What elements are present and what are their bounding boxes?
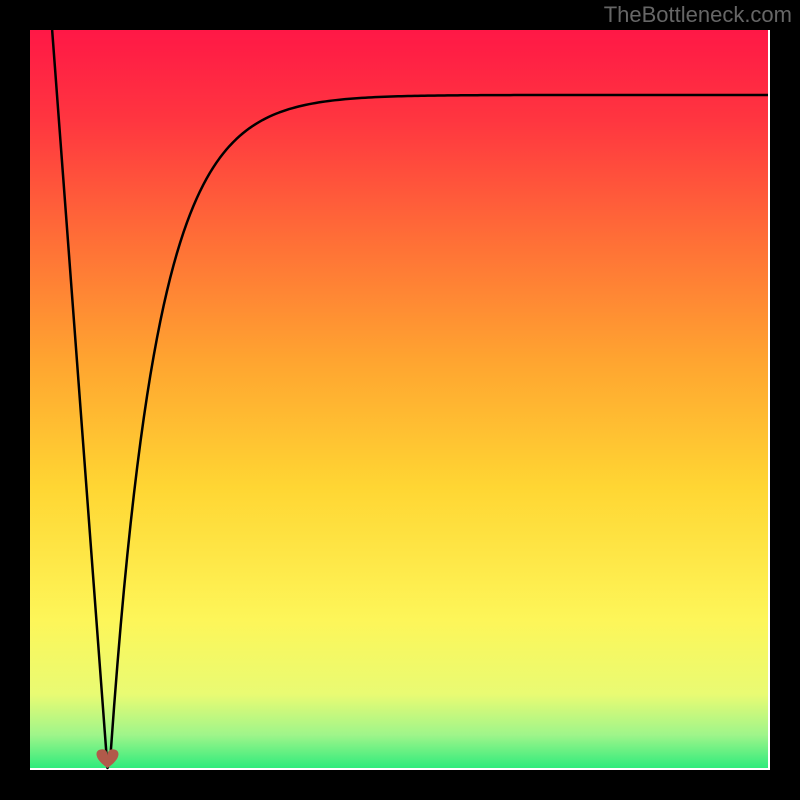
frame-bottom — [0, 770, 800, 800]
chart-plot-group — [0, 0, 800, 800]
frame-right — [770, 0, 800, 800]
chart-background — [30, 30, 768, 768]
frame-left — [0, 0, 30, 800]
chart-container: TheBottleneck.com — [0, 0, 800, 800]
bottleneck-chart — [0, 0, 800, 800]
watermark-text: TheBottleneck.com — [604, 2, 792, 28]
